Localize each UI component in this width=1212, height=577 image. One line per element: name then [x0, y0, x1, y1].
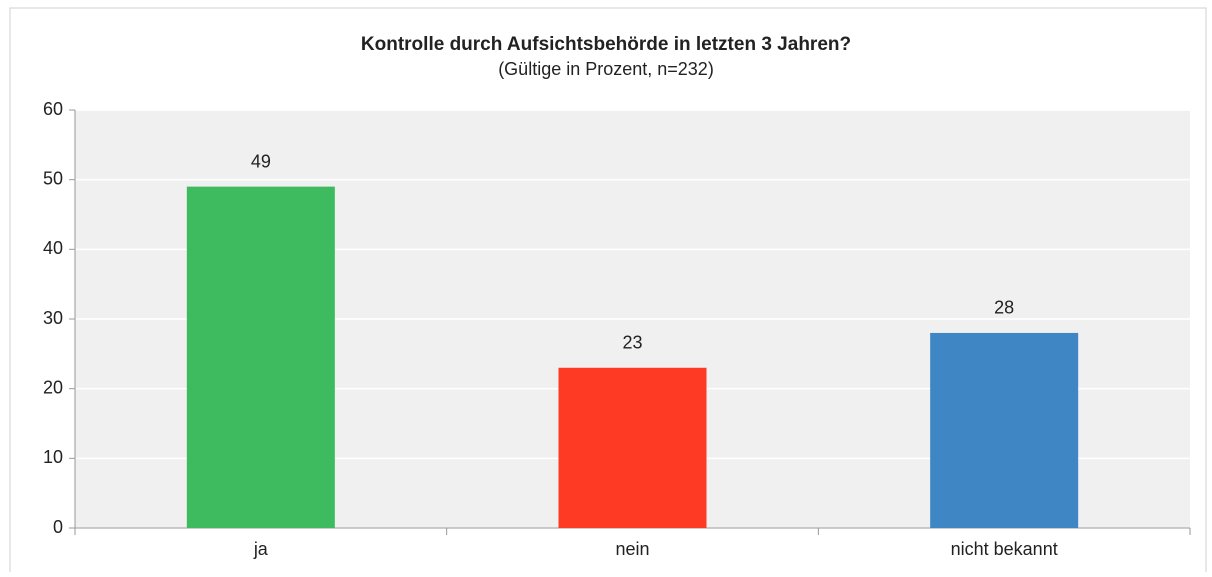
value-label: 23 — [622, 333, 642, 353]
y-tick-label: 60 — [43, 99, 63, 119]
chart-title: Kontrolle durch Aufsichtsbehörde in letz… — [361, 34, 851, 55]
y-tick-label: 50 — [43, 168, 63, 188]
bar — [558, 367, 707, 528]
y-tick-label: 20 — [43, 377, 63, 397]
y-tick-label: 40 — [43, 238, 63, 258]
value-label: 28 — [994, 298, 1014, 318]
y-tick-label: 0 — [53, 517, 63, 537]
x-tick-label: nicht bekannt — [951, 539, 1058, 559]
y-tick-label: 10 — [43, 447, 63, 467]
y-tick-label: 30 — [43, 308, 63, 328]
value-label: 49 — [251, 151, 271, 171]
bar — [930, 332, 1079, 528]
bar — [186, 186, 335, 528]
x-tick-label: nein — [615, 539, 649, 559]
chart-subtitle: (Gültige in Prozent, n=232) — [498, 59, 714, 79]
chart-frame — [9, 7, 1207, 577]
x-tick-label: ja — [253, 539, 269, 559]
